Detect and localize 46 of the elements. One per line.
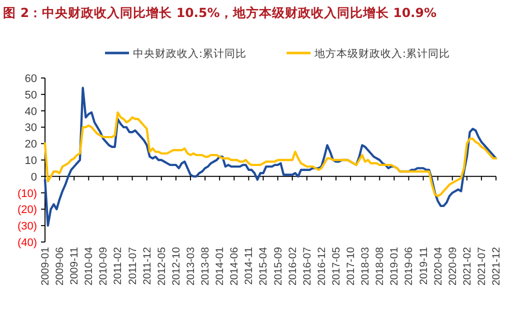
- y-tick-label: (20): [17, 204, 37, 216]
- x-tick-label: 2016-07: [301, 246, 314, 286]
- x-tick-label: 2011-12: [141, 246, 154, 285]
- x-tick-label: 2018-08: [374, 246, 386, 286]
- x-tick-label: 2010-09: [98, 246, 110, 286]
- x-tick-label: 2020-09: [446, 246, 459, 286]
- x-tick-label: 2015-04: [258, 246, 270, 286]
- y-tick-label: 50: [24, 89, 37, 102]
- x-tick-label: 2011-07: [126, 246, 139, 285]
- x-tick-label: 2009-01: [40, 246, 52, 286]
- x-tick-label: 2014-01: [214, 246, 226, 286]
- x-tick-label: 2021-07: [476, 246, 488, 286]
- y-tick-label: 40: [24, 106, 37, 118]
- x-tick-label: 2013-08: [200, 246, 212, 286]
- y-tick-label: 30: [24, 122, 37, 134]
- x-tick-label: 2020-04: [432, 246, 444, 286]
- x-tick-label: 2021-02: [461, 246, 474, 286]
- x-tick-label: 2015-09: [272, 246, 284, 286]
- x-tick-label: 2009-06: [54, 246, 66, 286]
- x-tick-label: 2014-06: [228, 246, 241, 286]
- x-tick-label: 2017-10: [345, 246, 358, 286]
- x-tick-label: 2018-03: [360, 246, 372, 286]
- legend-label: 地方本级财政收入:累计同比: [314, 47, 450, 60]
- x-tick-label: 2019-11: [418, 246, 430, 285]
- y-tick-label: (30): [17, 220, 37, 233]
- y-tick-label: 10: [24, 155, 37, 167]
- x-tick-label: 2012-10: [170, 246, 182, 286]
- y-tick-label: 20: [24, 138, 37, 151]
- x-tick-label: 2016-12: [316, 246, 328, 286]
- x-tick-label: 2019-01: [388, 246, 401, 286]
- x-tick-label: 2021-12: [490, 246, 502, 286]
- x-tick-label: 2009-11: [68, 246, 81, 285]
- y-tick-label: (40): [17, 237, 37, 249]
- x-tick-label: 2016-02: [286, 246, 299, 286]
- title: 图 2：中央财政收入同比增长 10.5%，地方本级财政收入同比增长 10.9%: [3, 5, 436, 20]
- x-tick-label: 2010-04: [83, 246, 96, 286]
- y-tick-label: 0: [30, 171, 37, 184]
- x-tick-label: 2014-11: [243, 246, 256, 285]
- x-tick-label: 2013-03: [184, 246, 197, 286]
- x-tick-label: 2019-06: [403, 246, 416, 286]
- x-tick-label: 2012-05: [156, 246, 168, 286]
- legend-label: 中央财政收入:累计同比: [133, 47, 247, 60]
- x-tick-label: 2011-02: [112, 246, 124, 285]
- y-tick-label: (10): [17, 188, 37, 200]
- y-tick-label: 60: [24, 73, 37, 85]
- x-tick-label: 2017-05: [330, 246, 342, 286]
